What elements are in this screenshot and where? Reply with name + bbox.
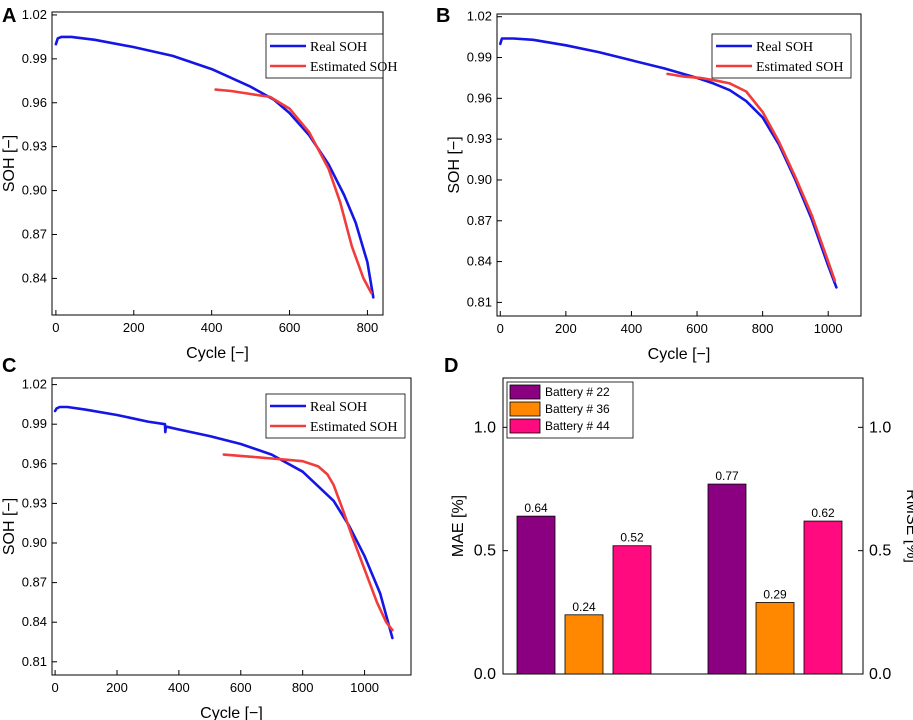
- legend-label-real: Real SOH: [756, 40, 813, 55]
- y-tick-label: 0.84: [22, 270, 47, 285]
- x-tick-label: 200: [123, 320, 145, 335]
- y-axis-label: SOH [−]: [446, 136, 463, 193]
- y-tick-label: 1.02: [467, 9, 492, 24]
- bar-mae-series-3: [612, 545, 652, 675]
- y-tick-label: 0.96: [22, 456, 47, 471]
- y-tick-label-right: 0.0: [869, 666, 891, 683]
- legend-swatch: [509, 401, 541, 417]
- panel-c-letter: C: [2, 355, 16, 377]
- plot-frame: [502, 377, 864, 675]
- legend-box: [265, 393, 406, 439]
- y-tick-label-right: 1.0: [869, 419, 891, 436]
- x-tick-label: 800: [752, 321, 774, 336]
- legend-label-real: Real SOH: [310, 400, 367, 415]
- bar-rmse-series-2: [755, 602, 795, 675]
- y-tick-label: 0.90: [22, 183, 47, 198]
- panel-c: C 0 200 400 600 800 1000 0.81 0.84 0.87 0.90 0.93 0…: [1, 355, 412, 720]
- legend-swatch: [509, 418, 541, 434]
- bar-data-label: 0.29: [763, 587, 787, 601]
- panel-a: A 0 200 400 600 800 0.84 0.87 0.90 0.93 0.96 0.99 1…: [1, 5, 398, 362]
- x-tick-label: 200: [555, 321, 577, 336]
- x-tick-label: 200: [106, 680, 128, 695]
- legend-label: Battery # 36: [545, 402, 610, 416]
- estimated-soh-line: [214, 88, 373, 295]
- y-tick-label: 0.96: [467, 90, 492, 105]
- legend-swatch: [509, 384, 541, 400]
- bar-mae-series-1: [516, 515, 556, 675]
- bar-rmse-series-3: [803, 520, 843, 675]
- x-tick-label: 1000: [814, 321, 843, 336]
- estimated-soh-line: [666, 72, 837, 282]
- x-tick-label: 0: [51, 680, 58, 695]
- y-tick-label: 0.81: [22, 654, 47, 669]
- x-tick-label: 600: [279, 320, 301, 335]
- y-axis-label-left: MAE [%]: [450, 495, 467, 557]
- y-tick-label: 0.93: [22, 139, 47, 154]
- y-tick-label-left: 1.0: [474, 419, 496, 436]
- x-tick-label: 0: [52, 320, 59, 335]
- y-axis-label-right: RMSE [%]: [903, 489, 913, 563]
- plot-frame: [496, 13, 862, 317]
- y-tick-label: 1.02: [22, 7, 47, 22]
- y-tick-label: 0.96: [22, 95, 47, 110]
- bar-mae-series-2: [564, 614, 604, 675]
- legend-label-real: Real SOH: [310, 40, 367, 55]
- y-tick-label: 0.81: [467, 294, 492, 309]
- legend-label: Battery # 22: [545, 385, 610, 399]
- panel-b-letter: B: [436, 5, 450, 27]
- y-tick-label: 0.84: [22, 614, 47, 629]
- y-tick-label-right: 0.5: [869, 543, 891, 560]
- x-tick-label: 400: [201, 320, 223, 335]
- y-tick-label: 0.90: [467, 172, 492, 187]
- x-tick-label: 400: [621, 321, 643, 336]
- y-tick-label: 1.02: [22, 377, 47, 392]
- y-axis-label: SOH [−]: [1, 135, 18, 192]
- y-tick-label-left: 0.5: [474, 543, 496, 560]
- real-soh-line: [53, 405, 394, 640]
- x-tick-label: 600: [230, 680, 252, 695]
- x-axis-label: Cycle [−]: [200, 705, 263, 720]
- y-tick-label-left: 0.0: [474, 666, 496, 683]
- x-tick-label: 1000: [350, 680, 379, 695]
- legend-label-estimated: Estimated SOH: [310, 420, 398, 435]
- legend-label-estimated: Estimated SOH: [310, 60, 398, 75]
- real-soh-line: [54, 35, 375, 299]
- y-tick-label: 0.93: [467, 131, 492, 146]
- y-tick-label: 0.87: [467, 213, 492, 228]
- estimated-soh-line: [222, 453, 394, 632]
- x-axis-label: Cycle [−]: [186, 345, 249, 362]
- x-tick-label: 400: [168, 680, 190, 695]
- legend-label: Battery # 44: [545, 419, 610, 433]
- panel-d: D 0.0 0.0 0.5 0.5 1.0 1.0 MAE [%] RMSE [%] 0.64 0…: [444, 355, 913, 683]
- legend-box: [711, 33, 852, 79]
- bar-data-label: 0.62: [811, 506, 835, 520]
- x-tick-label: 800: [357, 320, 379, 335]
- plot-frame: [51, 377, 412, 676]
- y-tick-label: 0.87: [22, 575, 47, 590]
- panel-b: B 0 200 400 600 800 1000 0.81 0.84 0.87 0.90 0.93 0…: [436, 5, 862, 363]
- x-tick-label: 0: [497, 321, 504, 336]
- y-axis-label: SOH [−]: [1, 498, 18, 555]
- x-tick-label: 800: [292, 680, 314, 695]
- x-axis-label: Cycle [−]: [648, 346, 711, 363]
- y-tick-label: 0.99: [22, 416, 47, 431]
- bar-data-label: 0.52: [620, 531, 644, 545]
- y-tick-label: 0.93: [22, 495, 47, 510]
- y-tick-label: 0.99: [22, 51, 47, 66]
- panel-a-letter: A: [2, 5, 16, 27]
- y-tick-label: 0.87: [22, 226, 47, 241]
- y-tick-label: 0.84: [467, 254, 492, 269]
- bar-rmse-series-1: [707, 483, 747, 675]
- bar-data-label: 0.77: [715, 469, 739, 483]
- plot-frame: [51, 11, 384, 316]
- bar-data-label: 0.24: [572, 600, 596, 614]
- bar-data-label: 0.64: [524, 501, 548, 515]
- x-tick-label: 600: [686, 321, 708, 336]
- legend-box: [265, 33, 384, 79]
- y-tick-label: 0.90: [22, 535, 47, 550]
- legend-label-estimated: Estimated SOH: [756, 60, 844, 75]
- panel-d-letter: D: [444, 355, 458, 377]
- y-tick-label: 0.99: [467, 50, 492, 65]
